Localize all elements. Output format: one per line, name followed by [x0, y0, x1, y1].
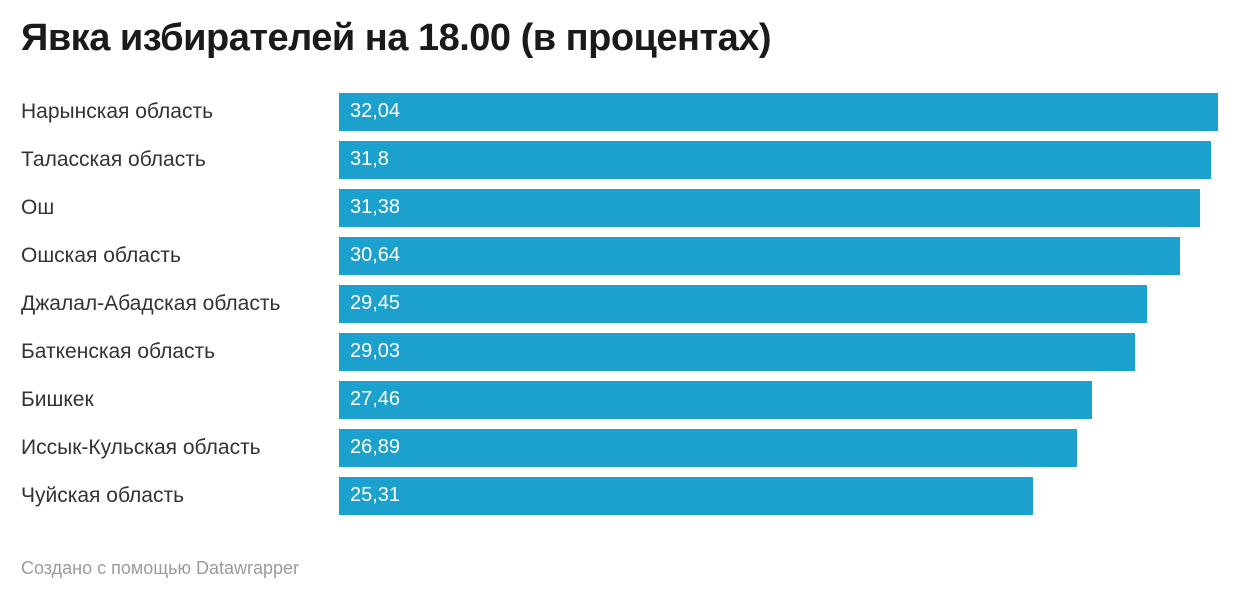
bar-row: Чуйская область 25,31	[21, 476, 1218, 515]
bar-chart: Нарынская область 32,04 Таласская област…	[21, 92, 1218, 515]
category-label: Джалал-Абадская область	[21, 291, 281, 315]
bar-track: 30,64	[339, 236, 1218, 275]
bar-row: Ош 31,38	[21, 188, 1218, 227]
bar: 27,46	[339, 380, 1093, 419]
bar-row: Бишкек 27,46	[21, 380, 1218, 419]
bar: 32,04	[339, 92, 1218, 131]
bar-value-label: 25,31	[350, 484, 401, 507]
bar-track: 32,04	[339, 92, 1218, 131]
bar-track: 31,8	[339, 140, 1218, 179]
bar-track: 27,46	[339, 380, 1218, 419]
attribution-text: Создано с помощью Datawrapper	[21, 557, 300, 578]
bar-row: Джалал-Абадская область 29,45	[21, 284, 1218, 323]
bar-row: Нарынская область 32,04	[21, 92, 1218, 131]
bar-track: 29,45	[339, 284, 1218, 323]
bar-value-label: 31,8	[350, 148, 389, 171]
bar-value-label: 29,03	[350, 340, 401, 363]
bar-value-label: 32,04	[350, 100, 401, 123]
chart-title: Явка избирателей на 18.00 (в процентах)	[21, 17, 772, 59]
bar-row: Ошская область 30,64	[21, 236, 1218, 275]
bar-track: 25,31	[339, 476, 1218, 515]
bar-row: Баткенская область 29,03	[21, 332, 1218, 371]
bar-value-label: 27,46	[350, 388, 401, 411]
category-label: Чуйская область	[21, 483, 185, 507]
bar: 29,45	[339, 284, 1147, 323]
bar-row: Таласская область 31,8	[21, 140, 1218, 179]
bar: 29,03	[339, 332, 1136, 371]
category-label: Ошская область	[21, 243, 181, 267]
bar-track: 31,38	[339, 188, 1218, 227]
bar-row: Иссык-Кульская область 26,89	[21, 428, 1218, 467]
bar-value-label: 30,64	[350, 244, 401, 267]
bar-track: 26,89	[339, 428, 1218, 467]
bar: 30,64	[339, 236, 1180, 275]
bar: 31,38	[339, 188, 1200, 227]
bar-value-label: 31,38	[350, 196, 401, 219]
bar: 25,31	[339, 476, 1034, 515]
bar-value-label: 29,45	[350, 292, 401, 315]
category-label: Иссык-Кульская область	[21, 435, 261, 459]
category-label: Бишкек	[21, 387, 94, 411]
category-label: Ош	[21, 195, 55, 219]
category-label: Баткенская область	[21, 339, 216, 363]
bar-track: 29,03	[339, 332, 1218, 371]
bar-value-label: 26,89	[350, 436, 401, 459]
bar: 31,8	[339, 140, 1212, 179]
category-label: Таласская область	[21, 147, 206, 171]
category-label: Нарынская область	[21, 99, 214, 123]
bar: 26,89	[339, 428, 1077, 467]
